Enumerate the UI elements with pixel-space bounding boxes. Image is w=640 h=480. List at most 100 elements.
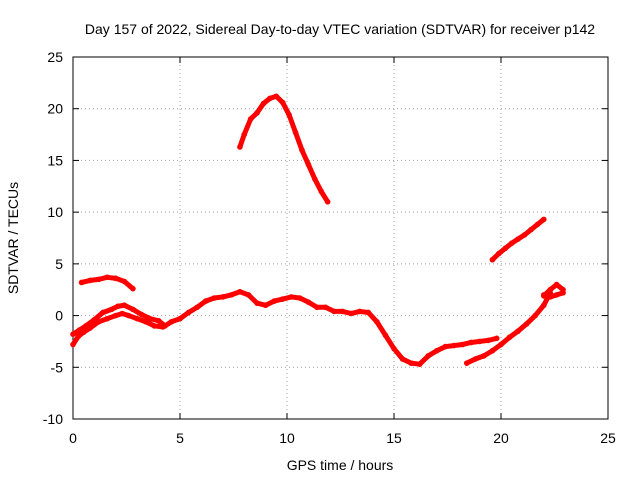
data-point (245, 292, 252, 298)
data-point (314, 304, 320, 311)
data-point (254, 110, 260, 116)
y-tick-label: 0 (55, 308, 63, 324)
data-point (356, 308, 363, 315)
data-point (91, 316, 98, 323)
data-point (560, 290, 566, 296)
data-point (104, 274, 111, 281)
data-point (476, 338, 483, 345)
data-point (297, 295, 303, 301)
data-point (121, 278, 128, 285)
data-point (125, 312, 132, 319)
data-point (312, 176, 318, 182)
data-point (553, 292, 560, 298)
y-axis-label: SDTVAR / TECUs (5, 182, 21, 294)
data-point (442, 343, 449, 350)
data-point (425, 353, 432, 359)
data-point (267, 95, 273, 102)
data-point (241, 131, 247, 138)
data-point (194, 304, 200, 311)
data-point (76, 327, 83, 333)
data-point (498, 341, 504, 348)
data-point (547, 294, 554, 300)
data-point (237, 144, 243, 150)
data-point (177, 315, 183, 322)
data-point (147, 315, 153, 322)
data-point (299, 147, 305, 153)
data-point (451, 342, 457, 349)
data-point (496, 250, 502, 257)
data-point (100, 309, 106, 316)
data-point (541, 216, 547, 223)
series-track-2 (70, 288, 500, 367)
data-point (87, 277, 93, 284)
data-point (115, 303, 121, 310)
data-point (399, 356, 406, 362)
data-point (528, 226, 534, 233)
x-axis-label: GPS time / hours (287, 457, 394, 473)
y-tick-label: -10 (43, 411, 63, 427)
data-point (237, 288, 243, 295)
data-point (515, 328, 521, 334)
data-point (485, 337, 491, 344)
y-tick-label: 20 (47, 101, 63, 117)
data-point (70, 331, 76, 337)
data-point (162, 323, 168, 329)
data-point (468, 339, 474, 346)
data-point (279, 99, 286, 106)
data-point (493, 335, 500, 342)
y-tick-label: 25 (47, 49, 63, 65)
series-line (541, 290, 566, 300)
data-point (416, 361, 423, 367)
series-track-3 (78, 274, 136, 292)
data-point (408, 360, 414, 366)
data-point (108, 306, 115, 313)
data-point (489, 347, 496, 354)
data-point (523, 321, 530, 327)
data-point (547, 286, 554, 293)
data-point (70, 341, 76, 348)
x-tick-label: 10 (279, 430, 295, 446)
y-tick-label: -5 (51, 359, 64, 375)
data-point (271, 298, 277, 304)
data-point (288, 294, 295, 300)
data-point (331, 308, 337, 315)
tick-labels: 0 5 10 15 20 25 -10 -5 0 5 10 15 20 25 (43, 49, 616, 446)
data-point (185, 309, 192, 316)
data-point (254, 300, 260, 306)
plot-area (70, 93, 566, 367)
gridlines (73, 57, 608, 419)
data-point (138, 311, 145, 318)
data-point (119, 310, 126, 317)
chart-title: Day 157 of 2022, Sidereal Day-to-day VTE… (85, 21, 595, 37)
data-point (463, 360, 470, 366)
data-point (134, 315, 140, 322)
axes (72, 56, 609, 420)
data-point (508, 240, 515, 246)
data-point (541, 302, 547, 309)
data-point (78, 279, 85, 286)
data-point (348, 310, 355, 317)
data-point (142, 318, 149, 325)
series-line (541, 282, 566, 299)
data-point (155, 317, 162, 324)
data-point (515, 236, 521, 242)
data-point (305, 161, 312, 168)
data-point (489, 256, 496, 263)
data-point (382, 332, 389, 339)
x-tick-label: 15 (386, 430, 402, 446)
x-tick-label: 0 (69, 430, 77, 446)
data-point (75, 333, 82, 340)
data-point (279, 296, 286, 302)
data-point (506, 334, 513, 341)
data-point (168, 318, 175, 325)
data-point (211, 295, 218, 301)
data-point (534, 221, 541, 228)
data-point (339, 308, 346, 315)
data-point (374, 318, 380, 325)
data-point (324, 199, 331, 205)
data-point (273, 93, 280, 100)
x-tick-label: 20 (493, 430, 509, 446)
data-point (318, 188, 325, 195)
data-point (113, 275, 119, 282)
